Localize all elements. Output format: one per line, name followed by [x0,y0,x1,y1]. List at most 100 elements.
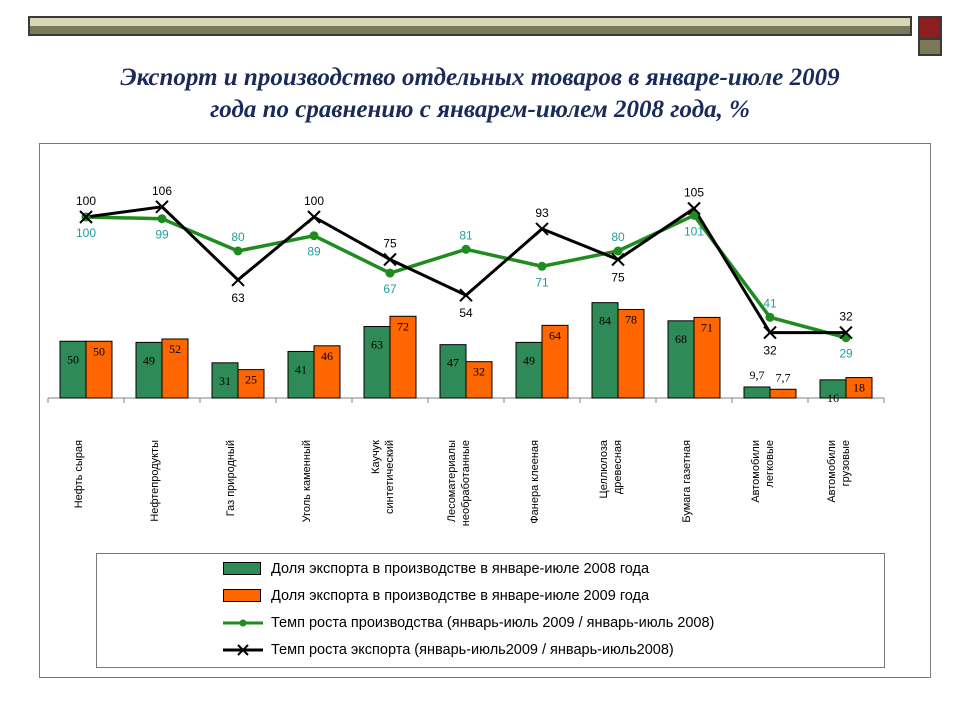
bar-label-2009: 7,7 [776,370,791,384]
bar-label-2008: 41 [295,362,307,376]
bar-label-2009: 18 [853,381,865,395]
export-point [687,201,701,216]
export-point [459,288,473,302]
production-point [689,210,699,220]
top-decor-stripe [30,26,910,34]
production-point [157,214,167,224]
category-label-line: древесная [612,440,624,494]
production-point [537,261,547,271]
export-label: 32 [839,310,853,324]
bar-label-2008: 31 [219,374,231,388]
bar-label-2009: 52 [169,342,181,356]
category-label-line: Газ природный [225,440,237,516]
bar-2009 [617,308,645,399]
production-label: 99 [155,228,169,242]
bar-label-2009: 71 [701,320,713,334]
category-label-line: Бумага газетная [681,440,693,523]
production-point [233,246,243,256]
bar-label-2009: 72 [397,319,409,333]
bar-2009 [693,316,721,399]
export-label: 106 [152,184,172,198]
bar-label-2008: 63 [371,337,383,351]
category-label-line: синтетический [384,440,396,514]
bar-2009 [845,377,873,399]
category-label: Нефть сырая [73,440,85,508]
legend-label-2009: Доля экспорта в производстве в январе-ию… [271,588,650,604]
bar-2009 [541,324,569,399]
export-label: 54 [459,306,473,320]
export-point [535,222,549,236]
category-label: Автомобили грузовые [826,440,852,503]
bar-2009 [313,345,341,399]
bar-label-2008: 50 [67,352,79,366]
legend-item-2009: Доля экспорта в производстве в январе-ию… [223,585,649,607]
bar-2009 [465,361,493,399]
bar-label-2009: 78 [625,312,637,326]
bar-label-2009: 25 [245,373,257,387]
bar-2008 [363,325,391,399]
production-label: 100 [76,226,96,240]
category-label: Бумага газетная [681,440,693,523]
bar-label-2009: 50 [93,344,105,358]
bar-label-2009: 32 [473,365,485,379]
bar-label-2008: 84 [599,314,611,328]
bar-2009 [769,388,797,399]
export-point [383,252,397,267]
category-label-line: Автомобили [750,440,762,503]
category-label: Фанера клееная [529,440,541,524]
bar-2008 [135,341,163,399]
category-label-line: необработанные [460,440,472,526]
production-label: 101 [684,224,704,238]
production-label: 71 [535,275,549,289]
category-label: Нефтепродукты [149,440,161,522]
production-label: 41 [763,296,777,310]
legend-label-2008: Доля экспорта в производстве в январе-ию… [271,561,650,577]
bar-label-2009: 46 [321,349,333,363]
legend-swatch-production [223,616,265,630]
legend-item-2008: Доля экспорта в производстве в январе-ию… [223,558,649,580]
production-label: 67 [383,282,397,296]
bar-label-2009: 64 [549,328,561,342]
legend-swatch-2008 [223,562,265,576]
category-label-line: Нефтепродукты [149,440,161,522]
export-label: 75 [611,271,625,285]
bar-label-2008: 47 [447,356,459,370]
export-point [307,210,321,224]
top-decor-bar [28,16,912,36]
bar-label-2008: 68 [675,332,687,346]
category-label: Уголь каменный [301,440,313,522]
category-label-line: Фанера клееная [529,440,541,524]
bar-2008 [515,341,543,399]
export-point [231,273,245,287]
category-label: Газ природный [225,440,237,516]
export-point [763,325,777,340]
export-label: 63 [231,291,245,305]
legend-item-production: Темп роста производства (январь-июль 200… [223,612,714,634]
export-point [79,210,93,224]
bar-label-2008: 49 [143,353,155,367]
corner-decor-box [918,16,942,40]
export-point [155,200,169,214]
category-label: Автомобили легковые [750,440,776,503]
category-label-line: Лесоматериалы [446,440,458,522]
bar-2008 [743,386,771,399]
export-label: 75 [383,237,397,251]
export-label: 105 [684,186,704,200]
bar-2009 [389,315,417,399]
legend-item-export: Темп роста экспорта (январь-июль2009 / я… [223,639,674,661]
category-label-line: Уголь каменный [301,440,313,522]
category-label-line: Каучук [370,440,382,474]
production-label: 80 [231,230,245,244]
legend-label-export: Темп роста экспорта (январь-июль2009 / я… [271,642,674,658]
bar-2008 [591,302,619,399]
export-label: 32 [763,344,777,358]
category-label: Лесоматериалы необработанные [446,440,472,526]
export-point [611,252,625,267]
bar-label-2008: 16 [827,391,839,405]
production-label: 89 [307,245,321,259]
bar-2009 [237,369,265,399]
category-label: Целлюлоза древесная [598,439,624,498]
production-point [309,231,319,241]
export-point [839,325,853,340]
category-label-line: Целлюлоза [598,439,610,498]
